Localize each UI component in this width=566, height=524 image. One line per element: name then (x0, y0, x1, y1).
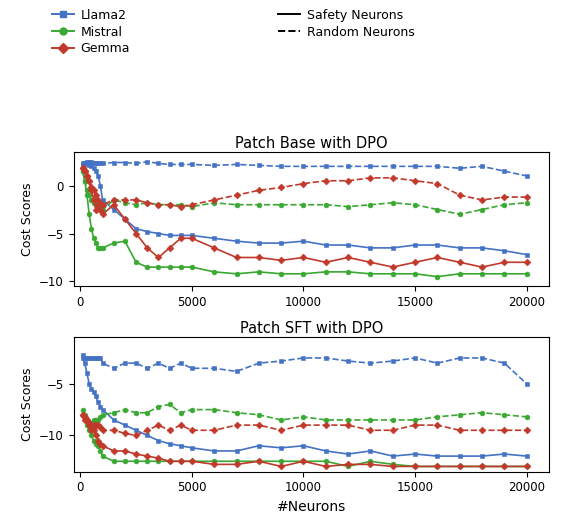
Y-axis label: Cost Scores: Cost Scores (20, 182, 33, 256)
Legend: Llama2, Mistral, Gemma: Llama2, Mistral, Gemma (52, 9, 130, 56)
Title: Patch SFT with DPO: Patch SFT with DPO (239, 321, 383, 336)
Legend: Safety Neurons, Random Neurons: Safety Neurons, Random Neurons (278, 9, 414, 39)
Title: Patch Base with DPO: Patch Base with DPO (235, 136, 388, 151)
Y-axis label: Cost Scores: Cost Scores (20, 368, 33, 441)
X-axis label: #Neurons: #Neurons (277, 500, 346, 514)
